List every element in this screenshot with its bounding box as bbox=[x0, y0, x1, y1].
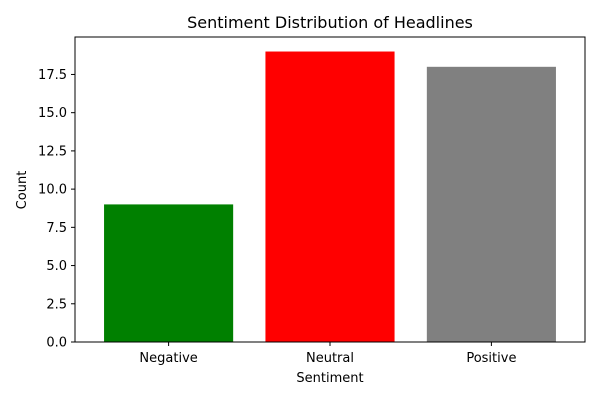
y-tick-label: 5.0 bbox=[46, 259, 67, 274]
bar-positive bbox=[426, 66, 556, 343]
bars bbox=[104, 51, 556, 343]
y-axis-label: Count bbox=[15, 171, 30, 210]
y-tick-label: 2.5 bbox=[46, 297, 67, 312]
y-tick-label: 12.5 bbox=[38, 144, 67, 159]
y-tick-label: 15.0 bbox=[38, 106, 67, 121]
y-tick-label: 7.5 bbox=[46, 221, 67, 236]
bar-neutral bbox=[265, 51, 395, 343]
bar-negative bbox=[104, 204, 234, 342]
x-axis-label: Sentiment bbox=[296, 371, 363, 386]
plot-area-frame bbox=[74, 36, 586, 343]
y-tick-label: 17.5 bbox=[38, 68, 67, 83]
y-axis-ticks: 0.0 2.5 5.0 7.5 10.0 12.5 15.0 17.5 bbox=[38, 68, 75, 351]
x-tick-label: Neutral bbox=[306, 351, 354, 366]
x-tick-label: Negative bbox=[139, 351, 197, 366]
x-axis-ticks: Negative Neutral Positive bbox=[139, 342, 516, 366]
y-tick-label: 10.0 bbox=[38, 183, 67, 198]
chart-title: Sentiment Distribution of Headlines bbox=[187, 13, 473, 32]
x-tick-label: Positive bbox=[466, 351, 516, 366]
y-tick-label: 0.0 bbox=[46, 336, 67, 351]
